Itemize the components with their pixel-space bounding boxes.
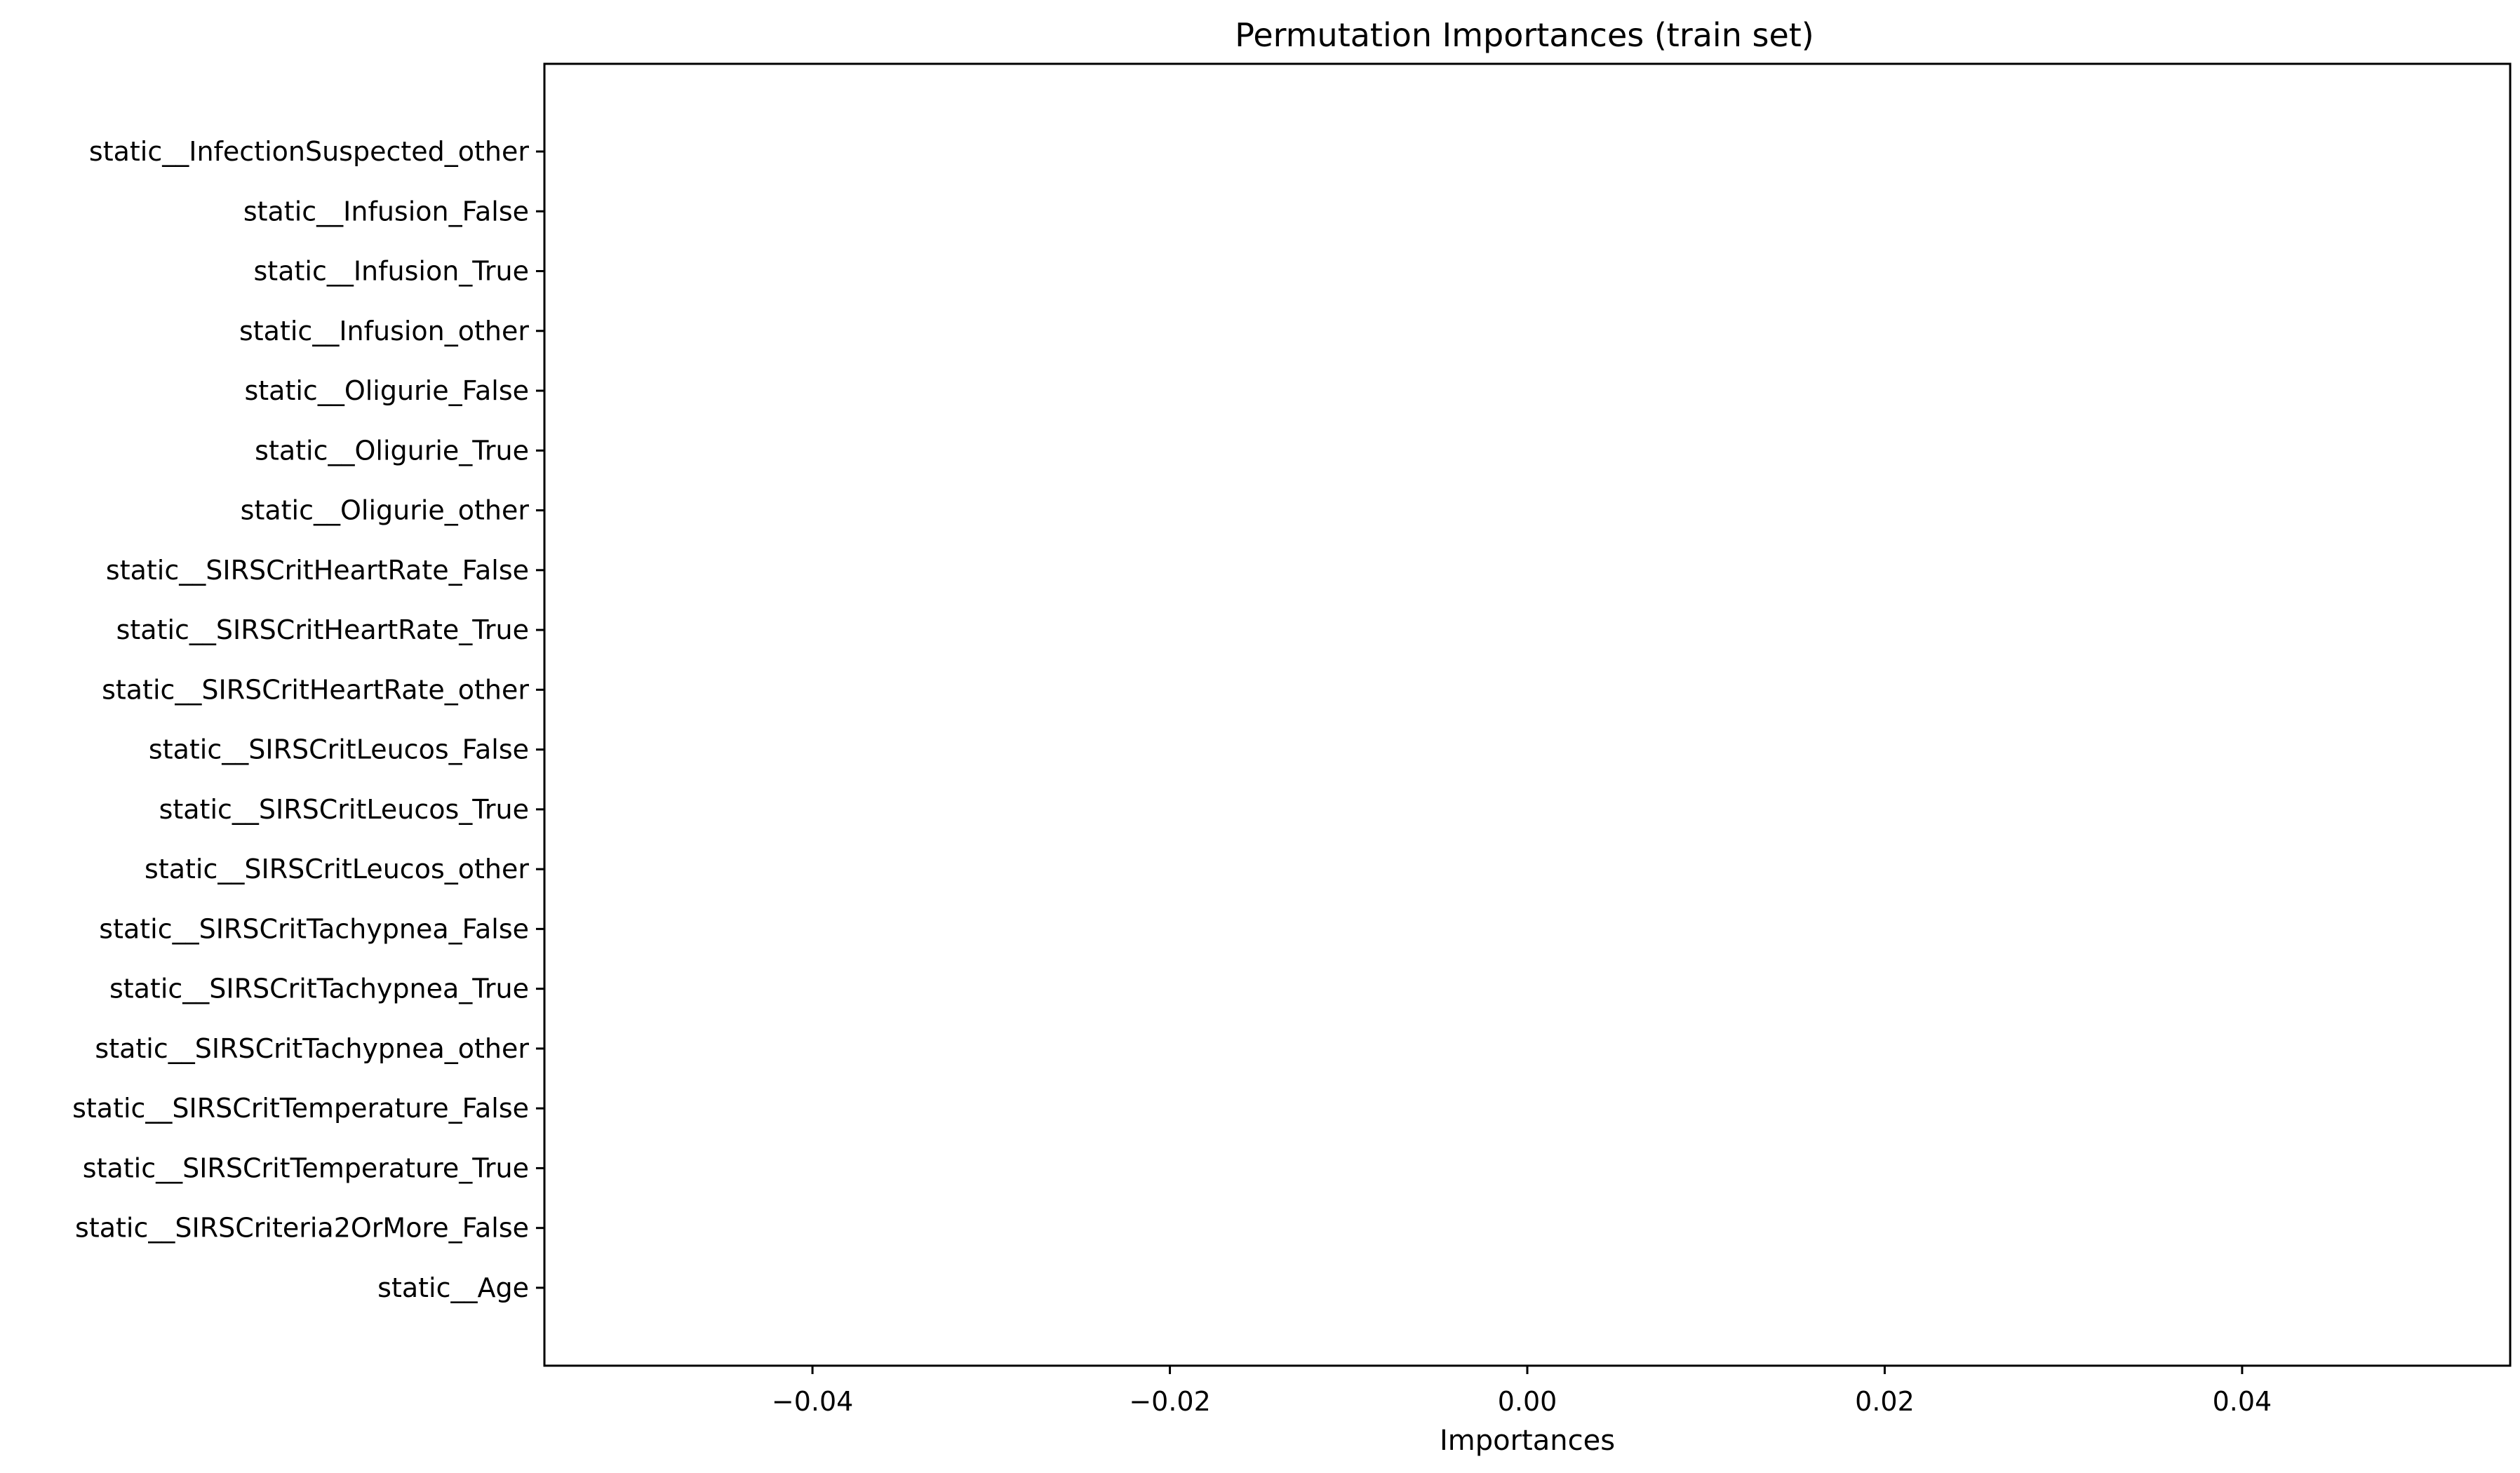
y-tick-label: static__SIRSCritTemperature_False: [72, 1093, 529, 1124]
x-axis-label: Importances: [1440, 1425, 1615, 1457]
y-tick-label: static__SIRSCritTemperature_True: [83, 1152, 529, 1183]
x-tick-label: −0.04: [772, 1386, 853, 1417]
y-tick-label: static__InfectionSuspected_other: [89, 136, 529, 167]
y-tick-label: static__SIRSCritTachypnea_other: [95, 1033, 529, 1064]
y-tick-label: static__SIRSCritHeartRate_True: [116, 614, 529, 645]
y-tick-label: static__Infusion_other: [239, 316, 529, 347]
y-tick-label: static__Infusion_True: [254, 256, 530, 287]
y-tick-label: static__Oligurie_other: [241, 495, 530, 526]
x-tick-label: 0.04: [2213, 1386, 2272, 1417]
y-tick-label: static__SIRSCritLeucos_False: [149, 734, 529, 765]
x-tick-label: −0.02: [1129, 1386, 1210, 1417]
y-tick-label: static__SIRSCritTachypnea_True: [109, 974, 529, 1004]
y-axis: static__InfectionSuspected_other static__…: [72, 136, 544, 1303]
x-tick-label: 0.02: [1855, 1386, 1915, 1417]
y-tick-label: static__SIRSCritHeartRate_other: [102, 674, 529, 705]
x-tick-label: 0.00: [1498, 1386, 1557, 1417]
y-tick-label: static__Infusion_False: [243, 196, 529, 227]
y-tick-label: static__SIRSCritLeucos_other: [145, 854, 529, 885]
y-tick-label: static__SIRSCritHeartRate_False: [106, 555, 529, 586]
y-tick-label: static__Oligurie_True: [255, 435, 529, 466]
y-tick-label: static__SIRSCritLeucos_True: [159, 794, 529, 825]
y-tick-label: static__SIRSCritTachypnea_False: [99, 913, 529, 944]
plot-area-frame: [543, 62, 2512, 1367]
chart-title: Permutation Importances (train set): [1235, 16, 1814, 54]
y-tick-label: static__Oligurie_False: [244, 375, 529, 406]
x-axis: −0.04 −0.02 0.00 0.02 0.04: [772, 1366, 2272, 1417]
y-tick-label: static__Age: [377, 1272, 529, 1303]
y-tick-label: static__SIRSCriteria2OrMore_False: [75, 1213, 529, 1244]
